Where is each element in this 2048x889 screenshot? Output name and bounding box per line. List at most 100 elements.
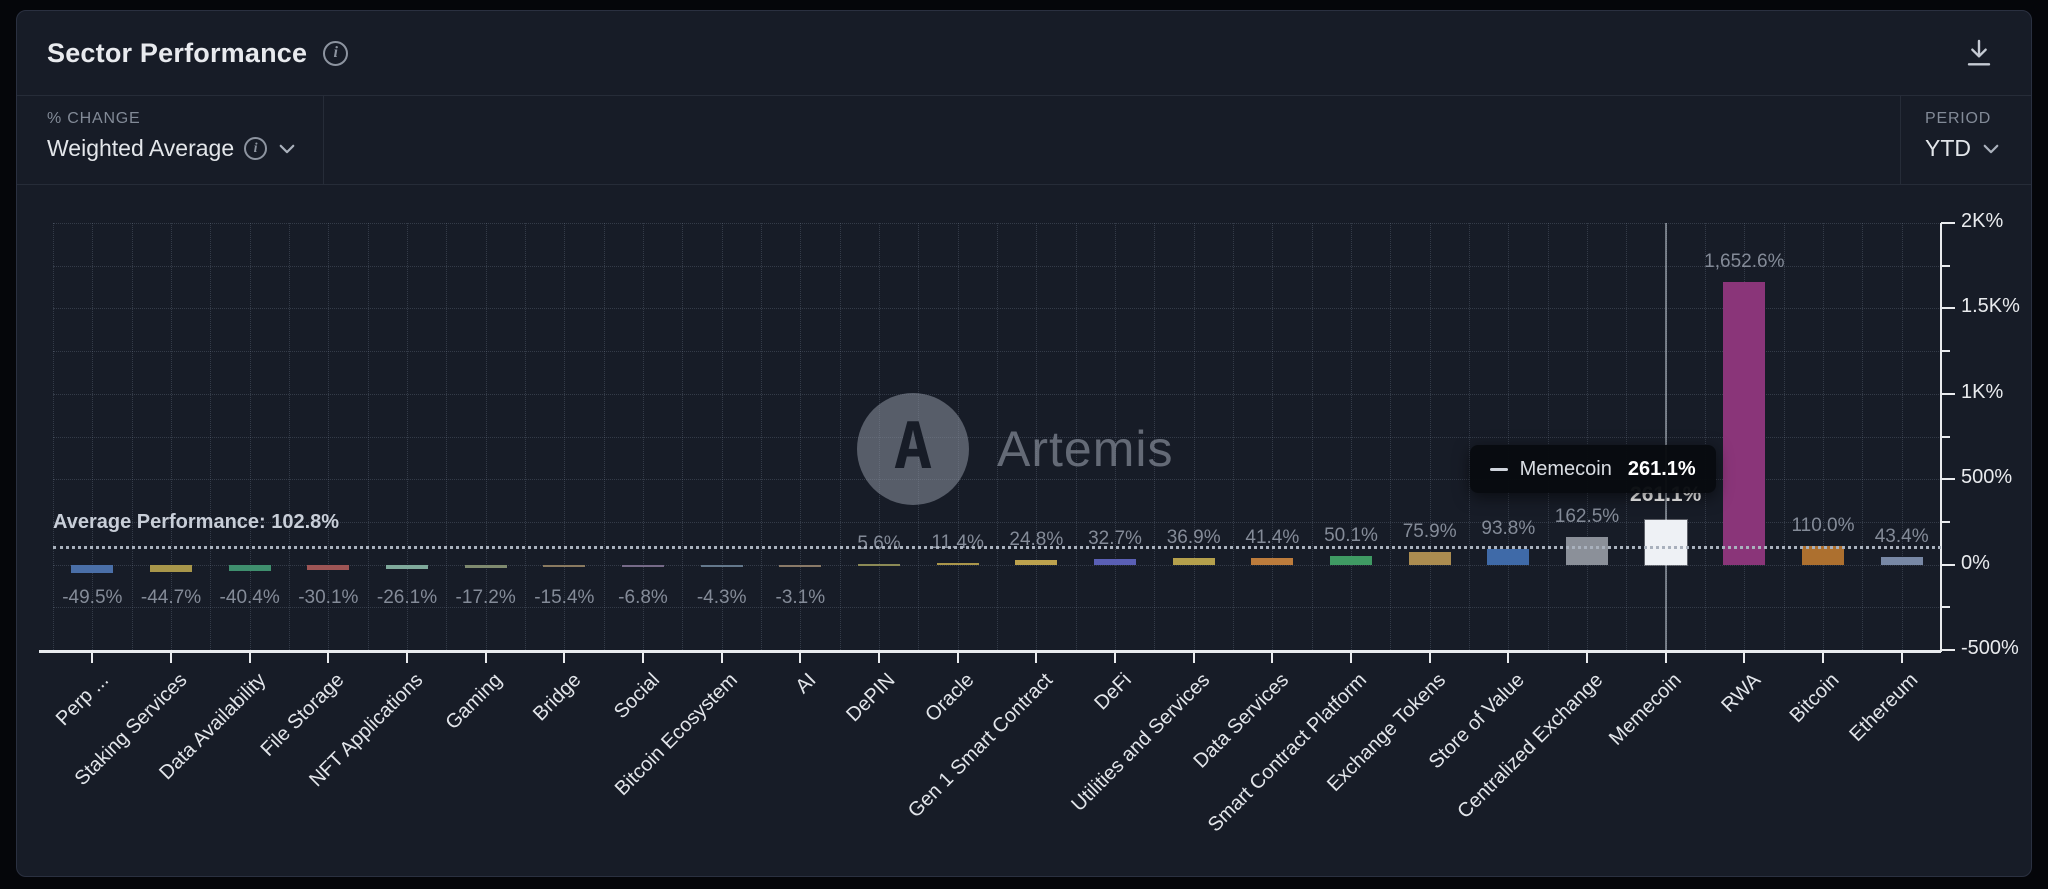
watermark-text: Artemis	[997, 421, 1174, 477]
bar-value-label-gaming: -17.2%	[455, 587, 516, 608]
bar-bridge[interactable]	[543, 564, 586, 568]
grid-line	[53, 308, 1941, 310]
grid-line	[92, 223, 94, 650]
metric-dropdown[interactable]: Weighted Average i	[47, 135, 323, 162]
bar-value-label-social: -6.8%	[618, 587, 668, 608]
bar-rwa[interactable]	[1723, 282, 1766, 565]
average-performance-label: Average Performance: 102.8%	[53, 511, 340, 534]
bar-perp[interactable]	[71, 564, 114, 574]
grid-line	[171, 223, 172, 650]
grid-line	[800, 223, 802, 650]
bar-ethereum[interactable]	[1880, 557, 1923, 565]
bar-file-storage[interactable]	[307, 564, 350, 570]
chart-tooltip: Memecoin 261.1%	[1469, 445, 1716, 493]
grid-line	[1075, 223, 1077, 650]
card-header: Sector Performance i	[17, 11, 2031, 96]
bar-gen-1-smart-contract[interactable]	[1015, 560, 1058, 565]
tooltip-series-name: Memecoin	[1519, 457, 1612, 480]
y-axis-label: 2K%	[1961, 210, 2004, 232]
grid-line	[367, 223, 369, 650]
grid-line	[53, 351, 1941, 353]
y-tick	[1941, 392, 1955, 395]
sector-performance-card: Sector Performance i % CHANGE Weighted A…	[16, 10, 2032, 877]
grid-line	[53, 223, 1941, 224]
grid-line	[1154, 223, 1156, 650]
grid-line	[1351, 223, 1352, 650]
download-button[interactable]	[1957, 31, 2001, 75]
bar-centralized-exchange[interactable]	[1566, 536, 1608, 565]
bar-ai[interactable]	[779, 564, 822, 567]
x-axis-label-text: Oracle	[921, 669, 979, 727]
x-axis-label-text: Bridge	[528, 669, 585, 726]
bar-bitcoin[interactable]	[1802, 545, 1844, 565]
grid-line	[53, 393, 1941, 395]
x-tick	[1822, 653, 1824, 663]
chevron-down-icon	[1983, 144, 1999, 153]
bar-value-label-rwa: 1,652.6%	[1704, 251, 1785, 273]
title-info-icon[interactable]: i	[323, 40, 349, 66]
x-axis-label-text: Ethereum	[1845, 669, 1923, 746]
page-title: Sector Performance	[47, 37, 308, 68]
x-tick	[563, 653, 566, 663]
x-tick	[406, 653, 408, 663]
bar-value-label-exchange-tokens: 75.9%	[1402, 520, 1457, 542]
x-tick	[327, 653, 330, 663]
period-dropdown[interactable]: YTD	[1925, 135, 2001, 162]
period-label: PERIOD	[1925, 110, 1992, 127]
grid-line	[1233, 223, 1234, 650]
grid-line	[1626, 223, 1628, 650]
grid-line	[721, 223, 723, 650]
bar-gaming[interactable]	[464, 564, 507, 568]
grid-line	[53, 265, 1941, 267]
bar-value-label-nft-applications: -26.1%	[376, 587, 438, 608]
y-axis-label: 1K%	[1961, 380, 2004, 403]
bar-data-availability[interactable]	[228, 564, 271, 572]
bar-smart-contract-platform[interactable]	[1330, 556, 1372, 565]
metric-info-icon[interactable]: i	[244, 137, 268, 160]
controls-row: % CHANGE Weighted Average i PERIOD YTD	[17, 96, 2031, 185]
x-axis-label-text: RWA	[1717, 669, 1765, 717]
x-axis-label-text: Gaming	[441, 669, 507, 735]
bar-social[interactable]	[622, 564, 664, 567]
grid-line	[1547, 223, 1549, 650]
bar-defi[interactable]	[1094, 559, 1136, 565]
y-tick	[1941, 435, 1950, 438]
x-tick	[799, 653, 802, 663]
x-tick	[484, 653, 487, 663]
bar-value-label-gen-1-smart-contract: 24.8%	[1009, 529, 1064, 551]
x-tick	[1192, 653, 1195, 663]
bar-staking-services[interactable]	[150, 564, 192, 573]
x-tick	[1900, 653, 1903, 663]
x-tick	[1035, 653, 1038, 663]
bar-value-label-ethereum: 43.4%	[1874, 526, 1929, 548]
grid-line	[603, 223, 605, 650]
bar-memecoin[interactable]	[1644, 520, 1687, 565]
x-tick	[1664, 653, 1667, 663]
grid-line	[1508, 223, 1510, 650]
grid-line	[249, 223, 251, 650]
bar-chart: A Artemis Average Performance: 102.8% Me…	[17, 11, 2031, 876]
bar-nft-applications[interactable]	[386, 564, 428, 570]
bar-store-of-value[interactable]	[1487, 548, 1530, 565]
grid-line	[446, 223, 448, 650]
bar-value-label-bitcoin: 110.0%	[1791, 514, 1855, 536]
bar-value-label-smart-contract-platform: 50.1%	[1324, 525, 1378, 547]
grid-line	[1429, 223, 1431, 650]
x-axis-line	[39, 650, 1941, 653]
bar-value-label-bridge: -15.4%	[534, 587, 595, 608]
x-tick	[91, 653, 94, 663]
bar-oracle[interactable]	[936, 562, 979, 565]
bar-bitcoin-ecosystem[interactable]	[700, 564, 743, 567]
bar-data-services[interactable]	[1251, 557, 1294, 565]
grid-line	[1311, 223, 1313, 650]
bar-exchange-tokens[interactable]	[1408, 551, 1451, 565]
artemis-watermark: A Artemis	[857, 393, 1173, 505]
y-axis-line	[1940, 223, 1942, 652]
x-tick	[642, 653, 644, 663]
grid-line	[1823, 223, 1824, 650]
average-line	[53, 546, 1941, 550]
download-icon	[1967, 39, 1991, 66]
bar-utilities-and-services[interactable]	[1172, 558, 1215, 565]
bar-depin[interactable]	[858, 563, 900, 566]
bar-value-label-data-availability: -40.4%	[219, 587, 280, 608]
